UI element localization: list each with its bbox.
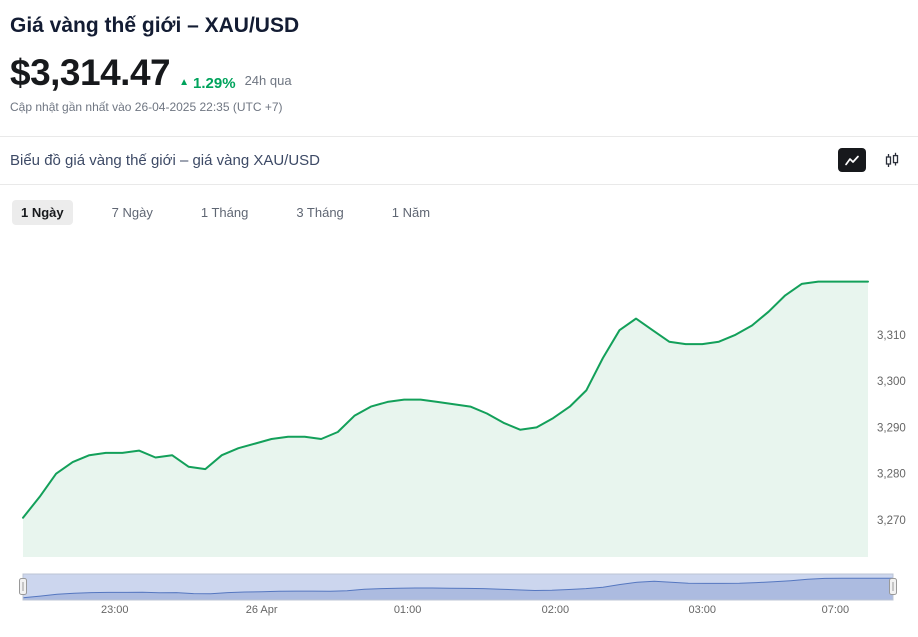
page-title: Giá vàng thế giới – XAU/USD <box>10 14 300 37</box>
price-line <box>22 280 869 519</box>
candlestick-chart-button[interactable] <box>878 148 906 172</box>
tab-3-thang[interactable]: 3 Tháng <box>287 200 352 225</box>
navigator-handle-left[interactable] <box>19 577 27 595</box>
y-axis-label: 3,270 <box>877 515 906 527</box>
nav-time-label: 26 Apr <box>245 603 278 616</box>
nav-time-label: 02:00 <box>541 603 570 616</box>
tab-1-thang[interactable]: 1 Tháng <box>192 200 257 225</box>
y-axis-label: 3,300 <box>877 376 906 388</box>
range-navigator[interactable]: 23:00 26 Apr 01:00 02:00 03:00 07:00 <box>0 573 918 620</box>
main-chart-svg[interactable]: 3,310 3,300 3,290 3,280 3,270 <box>0 237 918 567</box>
area-fill <box>23 281 868 557</box>
candlestick-icon <box>885 152 899 167</box>
price-period: 24h qua <box>244 73 292 88</box>
y-axis-label: 3,310 <box>877 329 906 341</box>
price-value: $3,314.47 <box>10 52 171 93</box>
nav-time-label: 03:00 <box>688 603 717 616</box>
tab-1-ngay[interactable]: 1 Ngày <box>12 199 73 225</box>
navigator-area <box>23 577 893 599</box>
price-chart[interactable]: 3,310 3,300 3,290 3,280 3,270 <box>0 237 918 567</box>
navigator-time-axis: 23:00 26 Apr 01:00 02:00 03:00 07:00 <box>0 602 918 620</box>
y-axis-label: 3,290 <box>877 422 906 434</box>
nav-time-label: 23:00 <box>100 603 129 616</box>
nav-time-label: 01:00 <box>393 603 422 616</box>
y-axis-label: 3,280 <box>877 468 906 480</box>
price-change-percent: 1.29% <box>193 74 236 92</box>
up-arrow-icon: ▲ <box>179 77 190 88</box>
price-block: $3,314.47 ▲ 1.29% 24h qua <box>0 38 918 92</box>
line-chart-icon <box>845 155 859 165</box>
range-tabs: 1 Ngày 7 Ngày 1 Tháng 3 Tháng 1 Năm <box>0 185 918 237</box>
chart-section-title: Biểu đồ giá vàng thế giới – giá vàng XAU… <box>10 151 321 169</box>
navigator-svg[interactable] <box>0 573 918 602</box>
navigator-mask[interactable] <box>23 573 893 600</box>
chart-section-header: Biểu đồ giá vàng thế giới – giá vàng XAU… <box>0 135 918 185</box>
last-updated-text: Cập nhật gần nhất vào 26-04-2025 22:35 (… <box>10 99 283 114</box>
nav-time-label: 07:00 <box>821 603 850 616</box>
line-chart-button[interactable] <box>838 148 866 172</box>
chart-type-switcher <box>838 148 906 172</box>
tab-1-nam[interactable]: 1 Năm <box>383 200 439 225</box>
price-change: ▲ 1.29% <box>179 75 235 92</box>
navigator-line <box>22 577 893 598</box>
tab-7-ngay[interactable]: 7 Ngày <box>103 200 162 225</box>
navigator-handle-right[interactable] <box>889 577 897 595</box>
page: Giá vàng thế giới – XAU/USD $3,314.47 ▲ … <box>0 14 918 620</box>
